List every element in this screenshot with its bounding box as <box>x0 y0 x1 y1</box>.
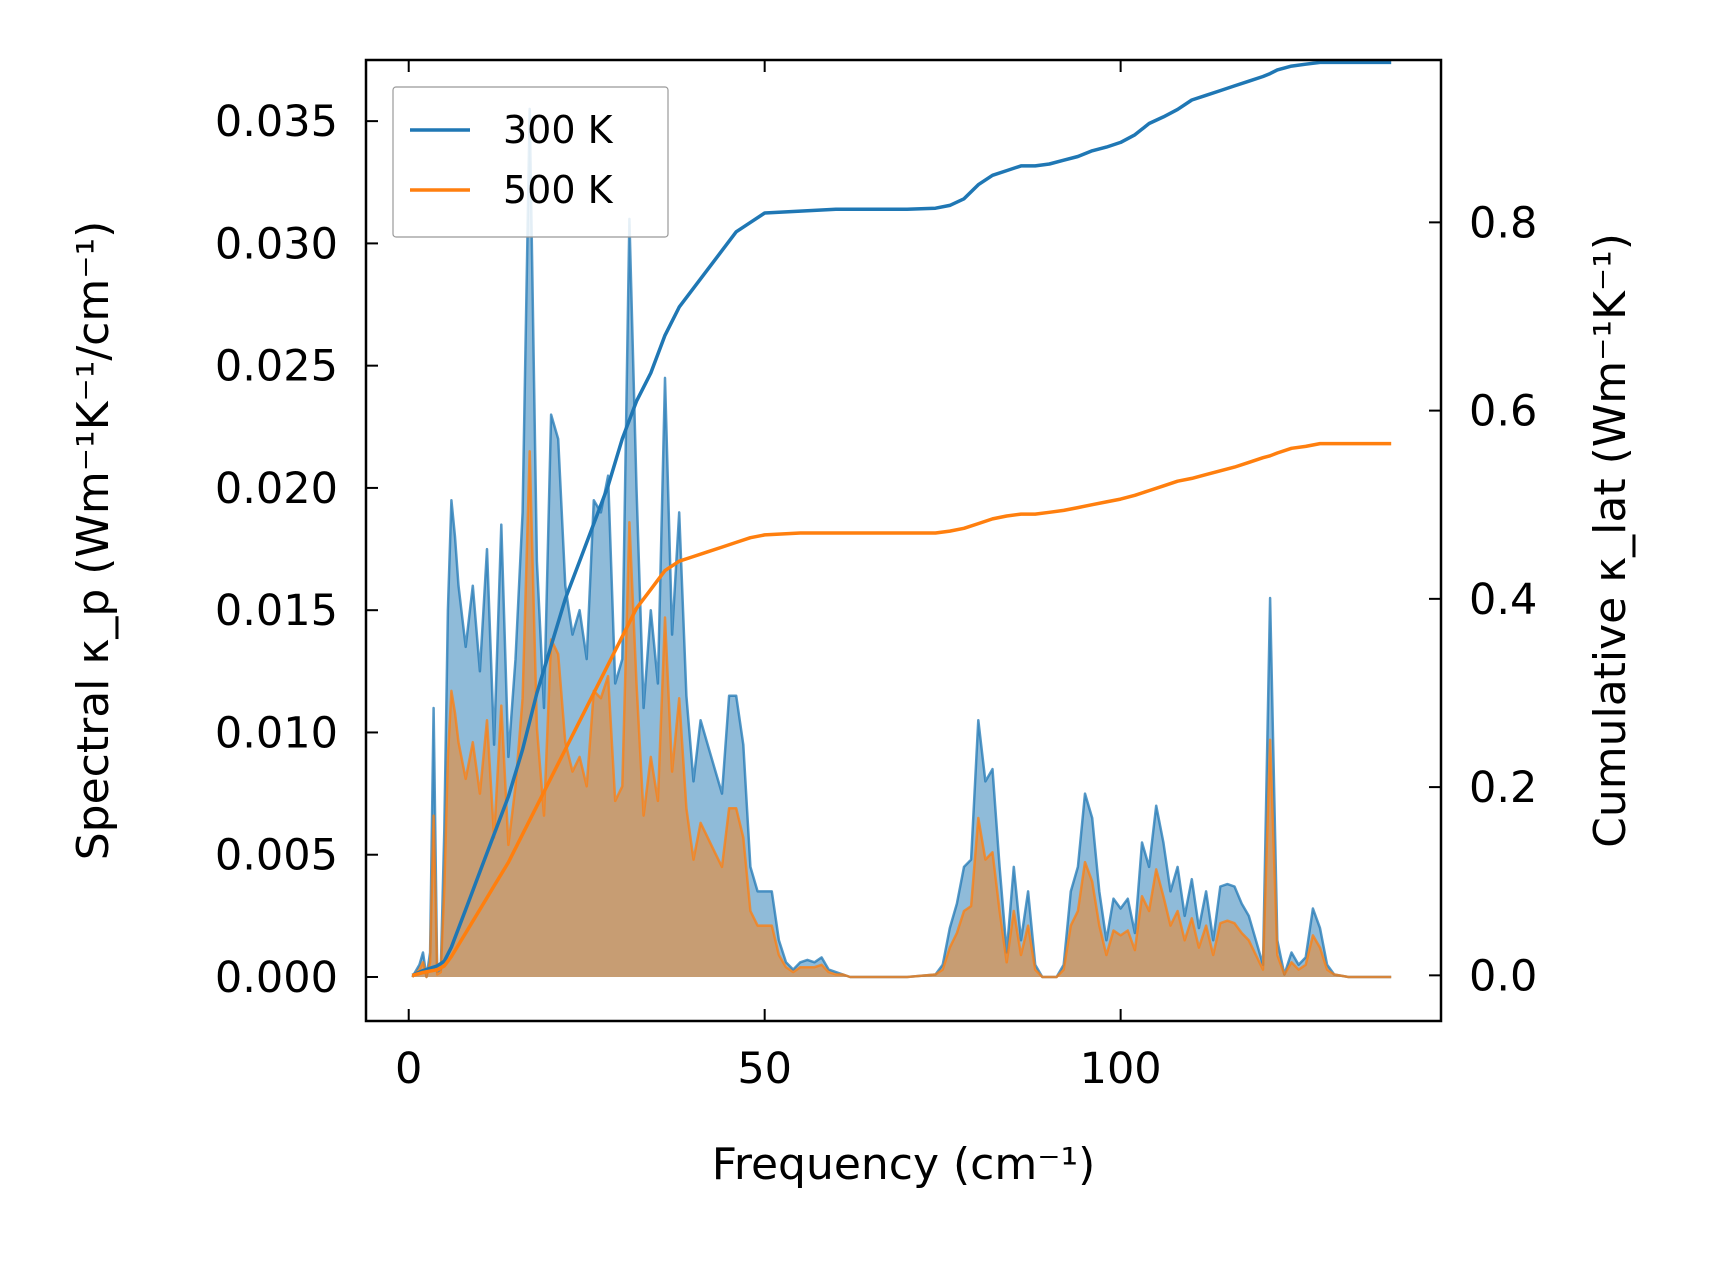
legend-label-500K: 500 K <box>503 168 614 212</box>
y-tick-label-left: 0.020 <box>215 464 338 514</box>
y-tick-label-right: 0.6 <box>1469 387 1537 437</box>
x-tick-label: 50 <box>737 1044 792 1094</box>
cumulative-line-500K <box>411 441 1392 978</box>
legend-label-300K: 300 K <box>503 108 614 152</box>
y-tick-label-right: 0.4 <box>1469 575 1537 625</box>
spectral-line-300K <box>411 107 1392 979</box>
y-tick-label-left: 0.015 <box>215 586 338 636</box>
spectral-fills <box>412 108 1392 977</box>
x-axis-label: Frequency (cm⁻¹) <box>712 1139 1096 1190</box>
y-tick-label-right: 0.0 <box>1469 951 1537 1001</box>
y-tick-label-left: 0.030 <box>215 219 338 269</box>
y-tick-label-right: 0.8 <box>1469 198 1537 248</box>
spectral-fill-300K <box>412 108 1392 977</box>
plot-frame <box>364 58 1443 1023</box>
y-tick-label-right: 0.2 <box>1469 763 1537 813</box>
y-tick-label-left: 0.025 <box>215 342 338 392</box>
series-lines <box>411 60 1392 979</box>
y-tick-label-left: 0.000 <box>215 953 338 1003</box>
y-tick-label-left: 0.005 <box>215 831 338 881</box>
spectral-fill-500K <box>412 451 1392 977</box>
spectral-line-500K <box>411 449 1392 979</box>
legend-box <box>392 86 669 238</box>
axis-ticks: 0 50 1000.0000.0050.0100.0150.0200.0250.03… <box>215 60 1537 1094</box>
cumulative-line-300K <box>411 60 1392 977</box>
x-tick-label: 100 <box>1080 1044 1162 1094</box>
x-tick-label: 0 <box>395 1044 422 1094</box>
y-tick-label-left: 0.010 <box>215 708 338 758</box>
y-axis-label-right: Cumulative κ_lat (Wm⁻¹K⁻¹) <box>1585 233 1636 848</box>
legend: 300 K 500 K <box>392 86 669 238</box>
y-axis-label-left: Spectral κ_p (Wm⁻¹K⁻¹/cm⁻¹) <box>68 221 119 861</box>
y-tick-label-left: 0.035 <box>215 97 338 147</box>
